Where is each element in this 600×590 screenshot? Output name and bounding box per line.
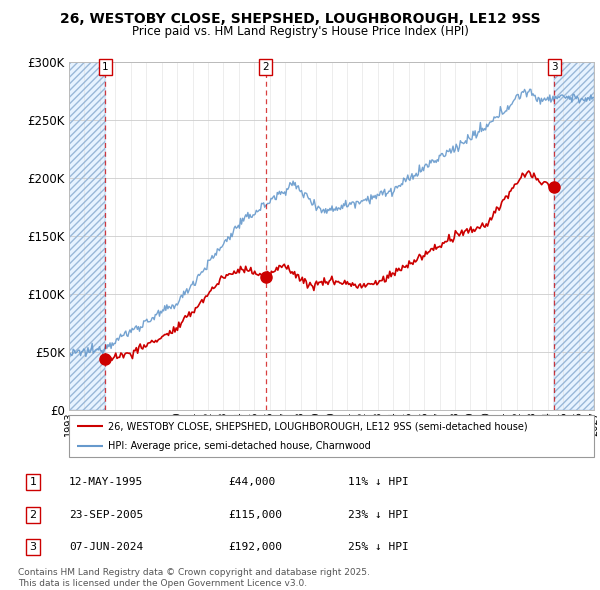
Bar <box>69 62 106 410</box>
Bar <box>554 62 594 410</box>
Text: 23% ↓ HPI: 23% ↓ HPI <box>348 510 409 520</box>
Text: 23-SEP-2005: 23-SEP-2005 <box>69 510 143 520</box>
Text: Price paid vs. HM Land Registry's House Price Index (HPI): Price paid vs. HM Land Registry's House … <box>131 25 469 38</box>
Text: 12-MAY-1995: 12-MAY-1995 <box>69 477 143 487</box>
Bar <box>554 62 594 410</box>
Text: 07-JUN-2024: 07-JUN-2024 <box>69 542 143 552</box>
Text: 25% ↓ HPI: 25% ↓ HPI <box>348 542 409 552</box>
Text: 11% ↓ HPI: 11% ↓ HPI <box>348 477 409 487</box>
Text: HPI: Average price, semi-detached house, Charnwood: HPI: Average price, semi-detached house,… <box>109 441 371 451</box>
Text: 26, WESTOBY CLOSE, SHEPSHED, LOUGHBOROUGH, LE12 9SS (semi-detached house): 26, WESTOBY CLOSE, SHEPSHED, LOUGHBOROUG… <box>109 421 528 431</box>
Text: 2: 2 <box>262 62 269 72</box>
Text: £115,000: £115,000 <box>228 510 282 520</box>
Text: 1: 1 <box>102 62 109 72</box>
Text: £44,000: £44,000 <box>228 477 275 487</box>
Text: 3: 3 <box>29 542 37 552</box>
Text: 2: 2 <box>29 510 37 520</box>
Text: 1: 1 <box>29 477 37 487</box>
Bar <box>69 62 106 410</box>
Text: 26, WESTOBY CLOSE, SHEPSHED, LOUGHBOROUGH, LE12 9SS: 26, WESTOBY CLOSE, SHEPSHED, LOUGHBOROUG… <box>59 12 541 26</box>
FancyBboxPatch shape <box>69 415 594 457</box>
Text: £192,000: £192,000 <box>228 542 282 552</box>
Text: 3: 3 <box>551 62 558 72</box>
Text: Contains HM Land Registry data © Crown copyright and database right 2025.
This d: Contains HM Land Registry data © Crown c… <box>18 568 370 588</box>
